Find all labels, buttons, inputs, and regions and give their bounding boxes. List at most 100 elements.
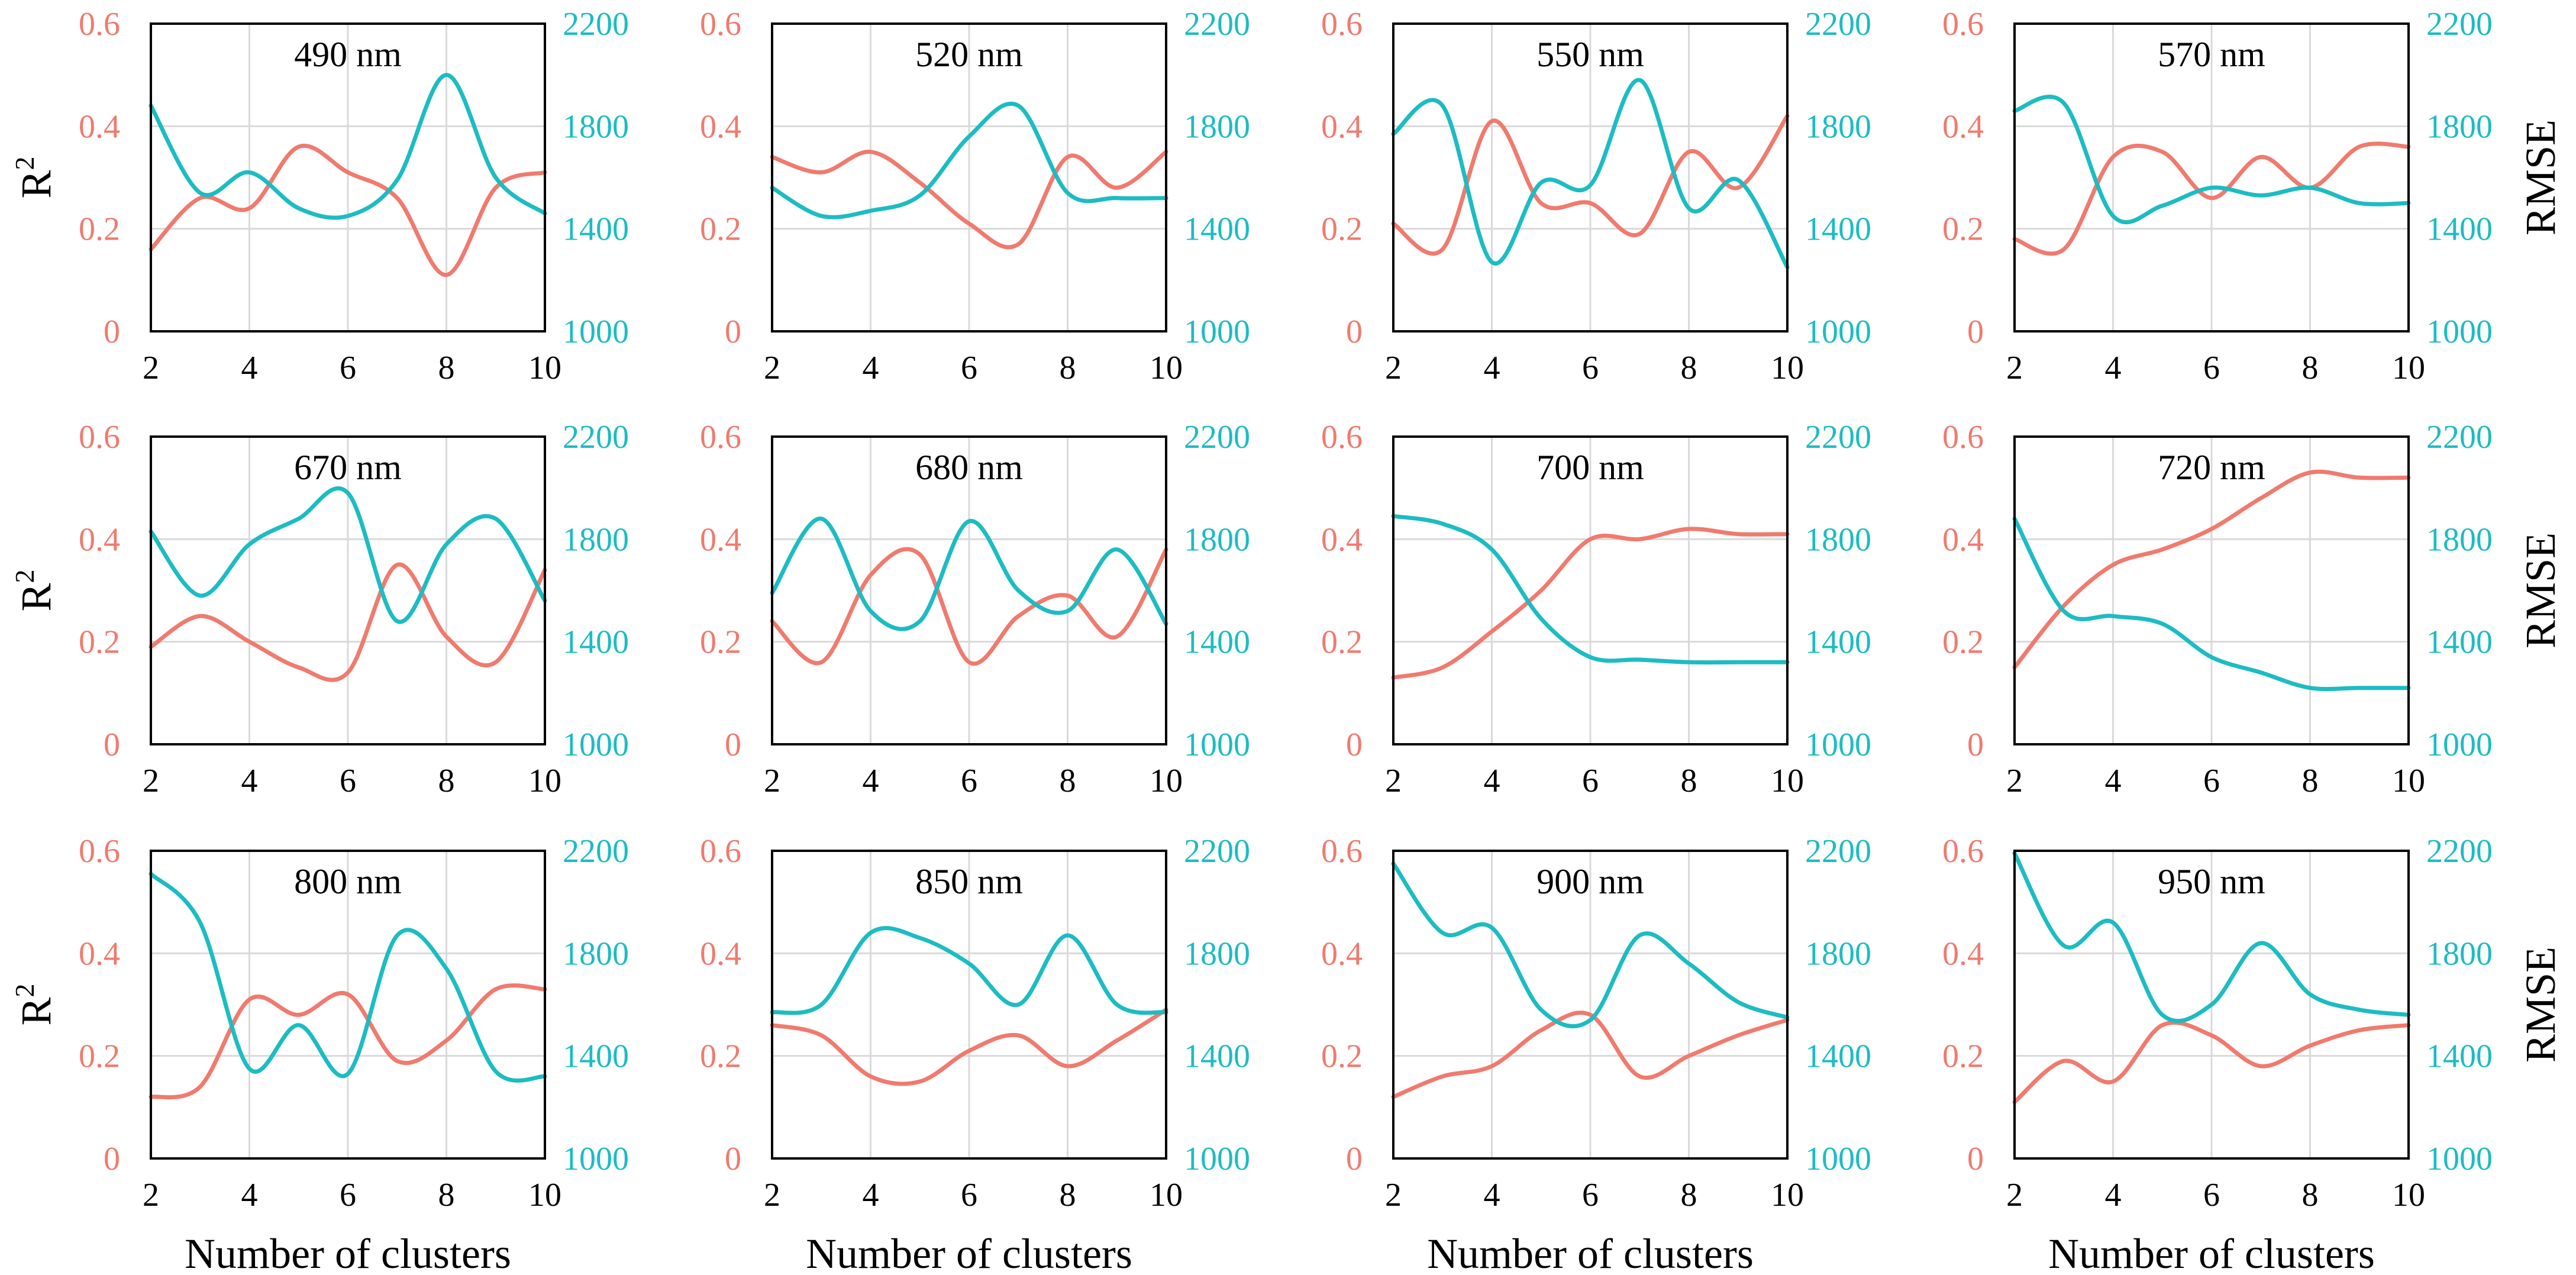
right-tick-label: 1400: [1184, 1038, 1250, 1075]
right-tick-label: 1000: [1805, 727, 1871, 763]
right-tick-label: 1800: [2426, 521, 2493, 558]
x-tick-label: 4: [1484, 350, 1500, 386]
x-tick-label: 8: [1060, 763, 1076, 799]
chart-panel: 670 nm 2 4 6 8 10 0 0.2 0.4 0.6 1000 1400 1800 2200: [79, 419, 629, 799]
left-tick-label: 0: [104, 314, 120, 350]
r2-series-line: [149, 983, 547, 1100]
right-tick-label: 1800: [2426, 108, 2493, 145]
left-tick-label: 0: [1967, 314, 1984, 350]
left-axis-title-superscript: 2: [9, 569, 40, 583]
panel-title: 950 nm: [2158, 862, 2265, 901]
right-tick-label: 1400: [1805, 1038, 1871, 1075]
right-tick-label: 1000: [1805, 314, 1871, 350]
right-tick-label: 1400: [1184, 211, 1250, 248]
panel-title: 670 nm: [294, 448, 402, 487]
plot-frame: [1392, 850, 1789, 1160]
r2-series-line: [2012, 1020, 2411, 1105]
x-tick-label: 6: [2203, 1177, 2220, 1213]
x-tick-label: 4: [863, 1177, 879, 1213]
r2-series-line: [149, 562, 547, 682]
r2-series-line: [149, 143, 547, 277]
right-axis-title: RMSE: [2517, 947, 2564, 1063]
x-tick-label: 6: [2203, 350, 2220, 386]
rmse-series-line: [1391, 78, 1790, 270]
x-tick-label: 8: [2302, 763, 2319, 799]
left-axis-title-superscript: 2: [9, 983, 40, 997]
r2-series-line: [770, 1008, 1168, 1086]
rmse-series-line: [770, 926, 1168, 1015]
left-tick-label: 0: [1967, 1141, 1984, 1177]
x-tick-label: 10: [528, 763, 561, 799]
left-tick-label: 0.4: [1942, 521, 1984, 558]
right-tick-label: 1000: [1184, 727, 1250, 763]
right-tick-label: 1400: [563, 1038, 629, 1075]
right-tick-label: 1400: [563, 624, 629, 661]
x-tick-label: 4: [241, 350, 258, 386]
r2-series-line: [2012, 141, 2411, 256]
right-tick-label: 1800: [563, 108, 629, 145]
left-tick-label: 0.2: [1321, 1038, 1363, 1075]
right-tick-label: 2200: [1805, 6, 1871, 43]
panel-title: 570 nm: [2158, 35, 2265, 74]
panel-title: 680 nm: [915, 448, 1023, 487]
left-axis-title-base: R: [12, 997, 60, 1025]
right-tick-label: 1000: [2426, 727, 2493, 763]
x-tick-label: 8: [1681, 763, 1697, 799]
left-tick-label: 0: [1346, 727, 1363, 763]
left-tick-label: 0.6: [1942, 6, 1984, 43]
right-tick-label: 1800: [1184, 521, 1250, 558]
x-tick-label: 8: [1060, 1177, 1076, 1213]
left-tick-label: 0: [104, 727, 120, 763]
right-tick-label: 1000: [1805, 1141, 1871, 1177]
left-tick-label: 0.4: [79, 935, 120, 972]
x-tick-label: 2: [2006, 1177, 2023, 1213]
x-tick-label: 2: [1385, 350, 1402, 386]
rmse-series-line: [1391, 514, 1790, 665]
panel-title: 700 nm: [1536, 448, 1644, 487]
plot-frame: [771, 850, 1167, 1160]
x-tick-label: 10: [1771, 1177, 1804, 1213]
left-tick-label: 0.4: [1942, 108, 1984, 145]
x-tick-label: 8: [438, 1177, 455, 1213]
right-tick-label: 2200: [563, 419, 629, 456]
left-tick-label: 0.2: [1942, 1038, 1984, 1075]
x-axis-title: Number of clusters: [185, 1230, 511, 1275]
x-tick-label: 2: [143, 1177, 159, 1213]
x-tick-label: 6: [340, 1177, 356, 1213]
right-tick-label: 1400: [1805, 624, 1871, 661]
left-axis-title-superscript: 2: [9, 156, 40, 170]
x-tick-label: 10: [2392, 763, 2425, 799]
left-axis-title: R2: [9, 156, 60, 198]
plot-frame: [150, 850, 546, 1160]
x-tick-label: 6: [961, 763, 977, 799]
left-tick-label: 0: [1346, 314, 1363, 350]
x-tick-label: 6: [961, 350, 977, 386]
x-tick-label: 8: [2302, 350, 2319, 386]
chart-panel: 720 nm 2 4 6 8 10 0 0.2 0.4 0.6 1000 1400 1800 2200: [1942, 419, 2493, 799]
left-tick-label: 0: [104, 1141, 120, 1177]
x-tick-label: 10: [528, 1177, 561, 1213]
x-tick-label: 10: [1771, 350, 1804, 386]
left-axis-title: R2: [9, 569, 60, 611]
right-tick-label: 2200: [1805, 419, 1871, 456]
right-tick-label: 2200: [2426, 419, 2493, 456]
right-tick-label: 1800: [563, 521, 629, 558]
right-tick-label: 2200: [563, 833, 629, 870]
plot-frame: [150, 22, 546, 333]
x-tick-label: 4: [241, 763, 258, 799]
right-tick-label: 1400: [2426, 1038, 2493, 1075]
x-tick-label: 8: [438, 763, 455, 799]
panel-title: 800 nm: [294, 862, 402, 901]
rmse-series-line: [149, 73, 547, 220]
chart-panel: 800 nm 2 4 6 8 10 0 0.2 0.4 0.6 1000 1400 1800 2200 Nu…: [79, 833, 629, 1275]
rmse-series-line: [2012, 851, 2411, 1023]
left-tick-label: 0.6: [79, 833, 120, 870]
r2-series-line: [770, 547, 1168, 666]
x-tick-label: 4: [863, 350, 879, 386]
x-tick-label: 4: [2105, 763, 2122, 799]
x-tick-label: 6: [340, 350, 356, 386]
x-tick-label: 6: [961, 1177, 977, 1213]
x-tick-label: 6: [1582, 350, 1599, 386]
